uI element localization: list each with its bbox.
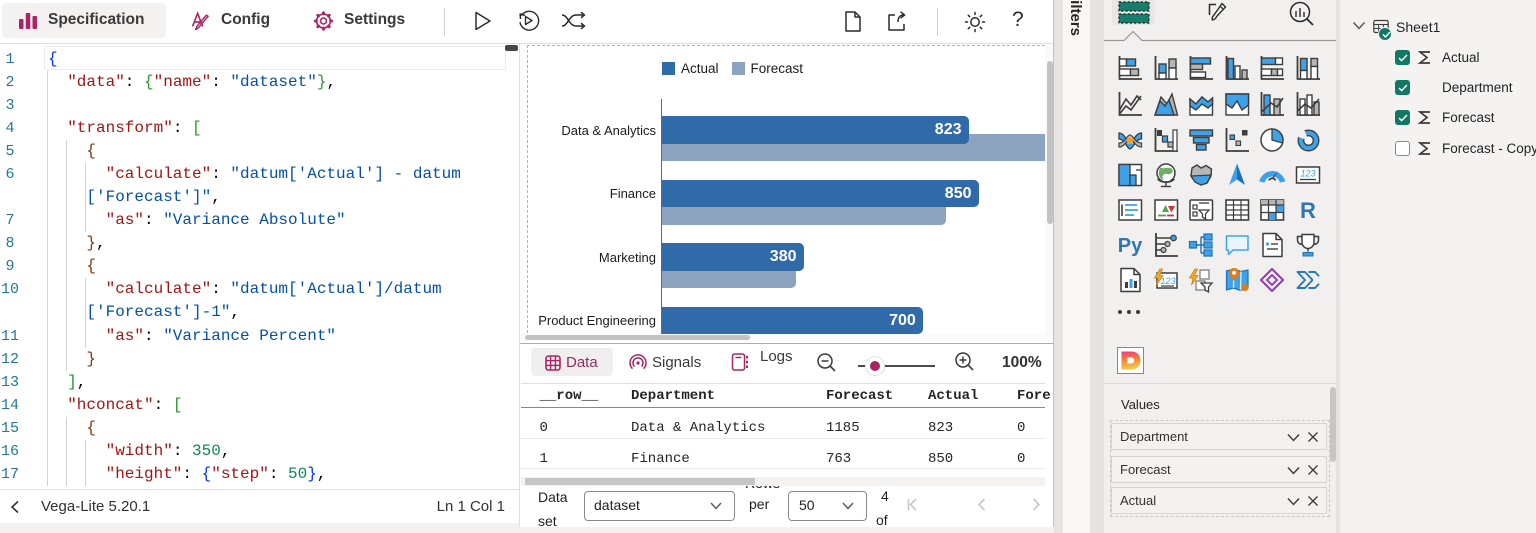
svg-text:123: 123 — [1300, 169, 1315, 179]
svg-text:R: R — [1300, 198, 1316, 223]
svg-text:Py: Py — [1118, 235, 1143, 257]
svg-text:123: 123 — [1160, 276, 1175, 286]
